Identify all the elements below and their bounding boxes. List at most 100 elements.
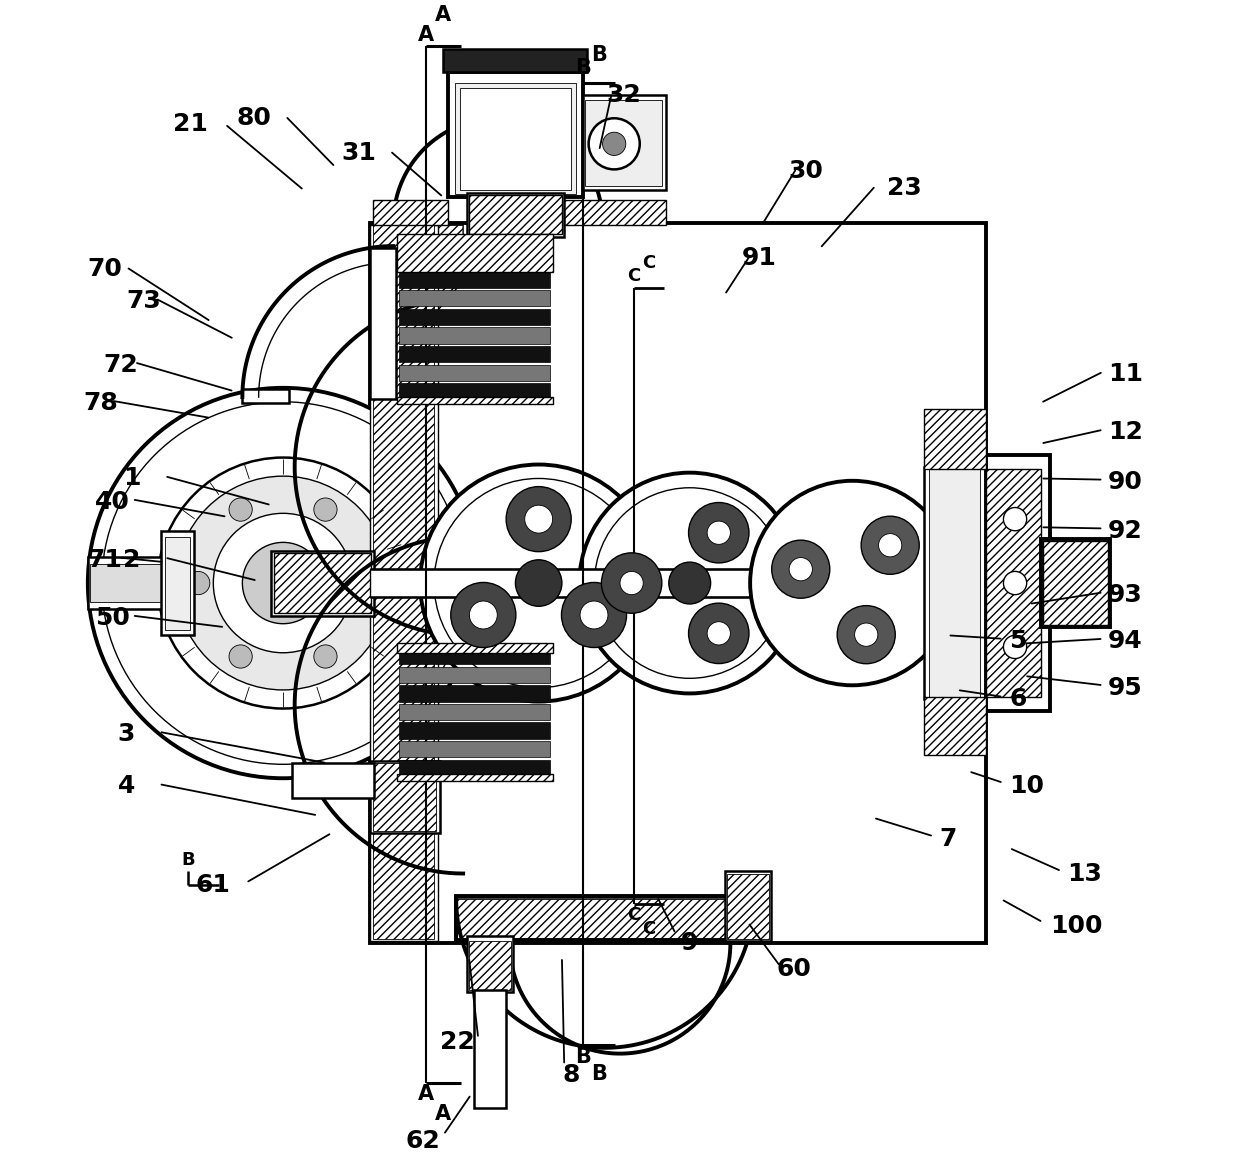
Text: A: A: [435, 1103, 451, 1123]
Bar: [399, 741, 551, 758]
Bar: [399, 667, 551, 683]
Circle shape: [525, 505, 553, 533]
Text: 31: 31: [341, 141, 376, 165]
Circle shape: [620, 572, 644, 595]
Text: 94: 94: [1109, 629, 1143, 653]
Bar: [371, 569, 986, 597]
Bar: [448, 72, 583, 197]
Text: 1: 1: [123, 467, 141, 490]
Circle shape: [506, 487, 572, 552]
Circle shape: [668, 562, 711, 604]
Bar: [460, 88, 572, 190]
Bar: [293, 764, 373, 799]
Text: B: B: [591, 45, 608, 65]
Bar: [399, 346, 551, 362]
Bar: [925, 467, 986, 700]
Text: 78: 78: [83, 391, 118, 414]
Bar: [371, 248, 396, 399]
Circle shape: [789, 558, 812, 581]
Circle shape: [594, 488, 785, 679]
Text: A: A: [418, 24, 434, 44]
Bar: [1040, 539, 1110, 627]
Bar: [165, 537, 190, 630]
Text: B: B: [575, 1048, 590, 1067]
Polygon shape: [372, 764, 436, 831]
Bar: [724, 871, 771, 941]
Text: 62: 62: [405, 1129, 440, 1152]
Bar: [444, 49, 588, 72]
Text: 8: 8: [563, 1063, 580, 1086]
Circle shape: [688, 503, 749, 563]
Polygon shape: [925, 409, 986, 469]
Bar: [399, 383, 551, 399]
Bar: [272, 551, 373, 616]
Circle shape: [879, 533, 901, 556]
Circle shape: [451, 582, 516, 647]
Circle shape: [771, 540, 830, 598]
Text: 4: 4: [118, 774, 135, 799]
Bar: [986, 455, 1050, 711]
Text: A: A: [418, 1085, 434, 1105]
Circle shape: [186, 572, 210, 595]
Polygon shape: [397, 397, 553, 404]
Bar: [585, 100, 662, 186]
Text: A: A: [435, 6, 451, 26]
Text: 80: 80: [237, 106, 272, 130]
Bar: [399, 760, 551, 776]
Circle shape: [356, 572, 379, 595]
Text: 2: 2: [123, 548, 140, 572]
Bar: [399, 686, 551, 702]
Bar: [474, 989, 506, 1108]
Circle shape: [88, 388, 479, 779]
Circle shape: [707, 622, 730, 645]
Bar: [371, 761, 440, 833]
Bar: [455, 84, 575, 193]
Text: 73: 73: [126, 289, 161, 313]
Polygon shape: [1043, 541, 1109, 625]
Circle shape: [242, 542, 324, 624]
Polygon shape: [372, 199, 448, 225]
Text: 70: 70: [88, 257, 123, 282]
Circle shape: [601, 553, 662, 613]
Text: 7: 7: [940, 826, 957, 851]
Circle shape: [213, 513, 352, 653]
Text: C: C: [642, 254, 656, 271]
Circle shape: [229, 645, 252, 668]
Text: 60: 60: [776, 957, 812, 981]
Bar: [455, 896, 755, 941]
Circle shape: [688, 603, 749, 663]
Text: 30: 30: [789, 158, 823, 183]
Text: 93: 93: [1109, 583, 1143, 606]
Text: 6: 6: [1009, 687, 1027, 711]
Bar: [371, 222, 986, 943]
Text: 72: 72: [103, 353, 138, 377]
Polygon shape: [469, 941, 511, 989]
Polygon shape: [727, 873, 769, 938]
Text: B: B: [591, 1064, 608, 1084]
Circle shape: [854, 623, 878, 646]
Circle shape: [102, 402, 464, 765]
Circle shape: [1003, 572, 1027, 595]
Text: 13: 13: [1068, 861, 1102, 886]
Bar: [399, 327, 551, 343]
Text: 61: 61: [196, 873, 231, 897]
Circle shape: [314, 498, 337, 521]
Polygon shape: [925, 697, 986, 755]
Bar: [161, 531, 193, 636]
Text: 5: 5: [1009, 629, 1027, 653]
Text: 92: 92: [1109, 519, 1143, 542]
Circle shape: [750, 481, 955, 686]
Text: B: B: [181, 851, 195, 868]
Circle shape: [157, 457, 408, 709]
Bar: [399, 364, 551, 381]
Text: 23: 23: [888, 176, 923, 200]
Circle shape: [603, 133, 626, 156]
Bar: [91, 565, 190, 602]
Circle shape: [176, 476, 389, 690]
Circle shape: [229, 498, 252, 521]
Bar: [583, 95, 666, 190]
Circle shape: [707, 521, 730, 545]
Text: 11: 11: [1109, 362, 1143, 386]
Bar: [399, 648, 551, 665]
Circle shape: [1003, 636, 1027, 659]
